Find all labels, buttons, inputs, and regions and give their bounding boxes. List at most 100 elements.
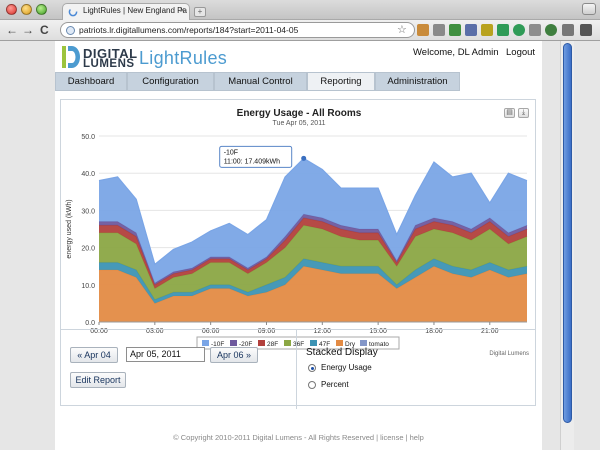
legend-swatch [336, 340, 343, 346]
tooltip-box [219, 145, 293, 168]
loading-icon [68, 7, 78, 17]
y-tick-label: 0.0 [85, 320, 95, 327]
brand-name-line2: LUMENS [83, 58, 135, 70]
percent-label: Percent [321, 380, 349, 389]
main-nav: Dashboard Configuration Manual Control R… [55, 72, 542, 91]
legend-label: tomato [369, 341, 389, 348]
divider [60, 329, 536, 330]
back-arrow-icon[interactable]: ← [6, 23, 18, 37]
edit-report-button[interactable]: Edit Report [70, 372, 126, 388]
page-viewport: DIGITAL LUMENS LightRules Welcome, DL Ad… [0, 41, 600, 450]
y-tick-label: 40.0 [81, 171, 95, 178]
browser-tab[interactable]: LightRules | New England Pa × [62, 3, 190, 20]
chart-subtitle: Tue Apr 05, 2011 [272, 120, 326, 127]
next-day-button[interactable]: Apr 06 » [210, 347, 258, 363]
tab-configuration[interactable]: Configuration [127, 72, 214, 91]
legend-label: -10F [211, 341, 224, 348]
bookmark-star-icon[interactable]: ☆ [397, 24, 407, 36]
extension-icon[interactable] [465, 24, 477, 36]
address-url: patriots.lr.digitallumens.com/reports/18… [79, 25, 299, 35]
extension-icon[interactable] [497, 24, 509, 36]
legend-label: Dry [345, 341, 356, 348]
legend-swatch [258, 340, 265, 346]
energy-chart: 0.0 10.0 20.0 30.0 40.0 50.0 energy used (kWh)… [66, 134, 529, 357]
series-area-47F [99, 258, 527, 304]
legend-swatch [230, 340, 237, 346]
new-tab-button[interactable]: + [194, 7, 206, 17]
extension-icon[interactable] [529, 24, 541, 36]
logout-link[interactable]: Logout [506, 47, 536, 58]
extension-icon[interactable] [449, 24, 461, 36]
extension-icon[interactable] [417, 24, 429, 36]
extension-icon[interactable] [513, 24, 525, 36]
extension-icon[interactable] [433, 24, 445, 36]
chart-credit: Digital Lumens [489, 351, 529, 357]
zoom-window-button[interactable] [36, 4, 47, 15]
app-container: DIGITAL LUMENS LightRules Welcome, DL Ad… [55, 41, 542, 450]
minimize-window-button[interactable] [21, 4, 32, 15]
tab-manual-control[interactable]: Manual Control [214, 72, 307, 91]
extension-icon[interactable] [545, 24, 557, 36]
series-line--10F [98, 157, 528, 266]
legend-label: 47F [319, 341, 330, 348]
x-tick-label: 00:00 [90, 328, 108, 335]
y-tick-label: 20.0 [81, 246, 95, 253]
chart-title: Energy Usage - All Rooms [236, 108, 362, 119]
close-window-button[interactable] [6, 4, 17, 15]
legend-label: 36F [293, 341, 304, 348]
wrench-icon[interactable] [580, 24, 592, 36]
x-tick-label: 09:00 [258, 328, 276, 335]
x-tick-label: 15:00 [369, 328, 387, 335]
prev-day-button[interactable]: « Apr 04 [70, 347, 118, 363]
series-line--20F [99, 213, 528, 284]
report-controls: « Apr 04 Apr 05, 2011 Apr 06 » Edit Repo… [60, 329, 536, 409]
series-area-Dry [99, 266, 527, 322]
page-scrollbar[interactable] [560, 41, 574, 450]
legend-label: -20F [239, 341, 252, 348]
tooltip-series: -10F [224, 149, 238, 156]
energy-usage-label: Energy Usage [321, 363, 372, 372]
tab-administration[interactable]: Administration [375, 72, 460, 91]
y-tick-label: 30.0 [81, 208, 95, 215]
extension-icon[interactable] [481, 24, 493, 36]
x-tick-label: 03:00 [146, 328, 164, 335]
legend-label: 28F [267, 341, 278, 348]
product-name: LightRules [139, 48, 228, 68]
stacked-display-title: Stacked Display [306, 347, 378, 358]
y-tick-label: 10.0 [81, 283, 95, 290]
page-menu-icon[interactable] [562, 24, 574, 36]
browser-titlebar: LightRules | New England Pa × + [0, 0, 600, 20]
brand-name-line1: DIGITAL [83, 46, 138, 61]
forward-arrow-icon[interactable]: → [22, 23, 34, 37]
scrollbar-thumb[interactable] [563, 43, 572, 423]
series-area-36F [99, 225, 527, 300]
series-area--10F [99, 158, 527, 283]
tooltip-value: 11:00: 17.409kWh [224, 158, 280, 165]
y-tick-label: 50.0 [81, 134, 95, 141]
footer-text: © Copyright 2010-2011 Digital Lumens - A… [173, 433, 424, 442]
download-icon[interactable]: ⤓ [518, 108, 529, 118]
legend-swatch [202, 340, 209, 346]
globe-icon [66, 26, 75, 35]
y-axis-label: energy used (kWh) [66, 199, 73, 258]
energy-usage-radio[interactable] [308, 364, 316, 372]
tab-title: LightRules | New England Pa [83, 6, 187, 15]
tab-dashboard[interactable]: Dashboard [55, 72, 127, 91]
tab-reporting[interactable]: Reporting [307, 72, 375, 91]
tooltip-point [301, 155, 307, 161]
percent-radio[interactable] [308, 381, 316, 389]
address-bar[interactable]: patriots.lr.digitallumens.com/reports/18… [60, 22, 415, 38]
tab-close-icon[interactable]: × [179, 5, 185, 15]
reload-icon[interactable]: C [40, 23, 49, 37]
divider [296, 329, 297, 409]
digital-lumens-logo-icon [62, 46, 80, 68]
legend-swatch [284, 340, 291, 346]
print-icon[interactable]: ▤ [504, 108, 515, 118]
x-tick-label: 21:00 [481, 328, 499, 335]
date-field[interactable]: Apr 05, 2011 [126, 347, 205, 362]
x-tick-label: 18:00 [425, 328, 443, 335]
window-resize-button[interactable] [582, 3, 596, 15]
browser-toolbar: ← → C patriots.lr.digitallumens.com/repo… [0, 20, 600, 41]
x-tick-label: 12:00 [314, 328, 332, 335]
legend-swatch [310, 340, 317, 346]
